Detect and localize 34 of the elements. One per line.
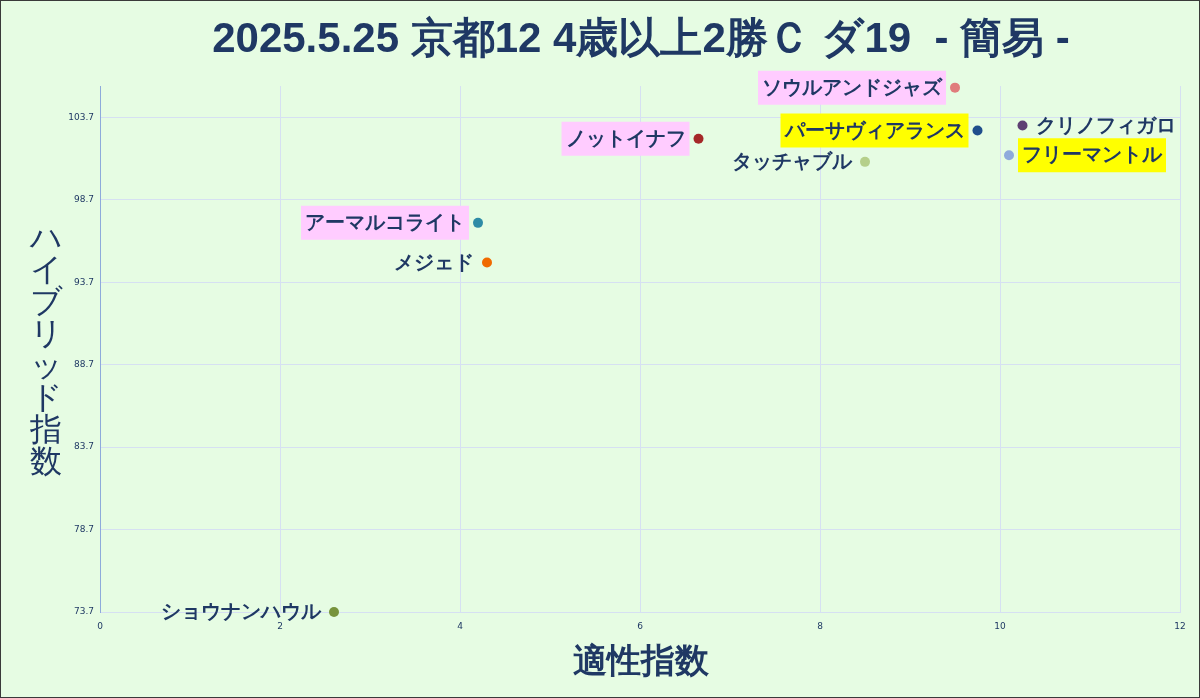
x-tick-label: 8 <box>817 620 824 631</box>
series-label: タッチャブル <box>732 149 853 174</box>
x-tick-label: 6 <box>637 620 644 631</box>
y-tick-label: 93.7 <box>73 276 94 287</box>
point <box>473 217 483 228</box>
series-label: アーマルコライト <box>305 210 465 235</box>
point <box>860 156 870 167</box>
series-label: フリーマントル <box>1022 142 1163 167</box>
point <box>950 82 960 93</box>
series-label: パーサヴィアランス <box>783 117 965 142</box>
series-label: メジェド <box>394 249 474 274</box>
series-label: ソウルアンドジャズ <box>762 74 943 99</box>
x-axis-title: 適性指数 <box>573 640 709 680</box>
x-tick-label: 0 <box>97 620 104 631</box>
y-tick-label: 88.7 <box>73 359 94 370</box>
series-label: ノットイナフ <box>565 125 686 150</box>
point <box>972 125 983 136</box>
point <box>1017 120 1028 131</box>
y-tick-label: 103.7 <box>68 111 94 122</box>
y-tick-label: 78.7 <box>73 523 94 534</box>
point <box>482 257 492 268</box>
y-tick-label: 73.7 <box>73 606 94 617</box>
chart-title: 2025.5.25 京都12 4歳以上2勝Ｃ ダ19 - 簡易 - <box>212 14 1070 61</box>
point <box>693 133 704 144</box>
point <box>329 607 339 617</box>
y-tick-label: 98.7 <box>73 194 94 205</box>
x-tick-label: 4 <box>457 620 464 631</box>
point <box>1004 150 1014 161</box>
y-tick-label: 83.7 <box>73 441 94 452</box>
y-axis-title: ハイブリッド指数 <box>29 218 63 480</box>
series-label: クリノフィガロ <box>1035 112 1176 137</box>
x-tick-label: 2 <box>277 620 283 631</box>
x-tick-label: 12 <box>1174 620 1186 631</box>
x-tick-label: 10 <box>994 620 1006 631</box>
